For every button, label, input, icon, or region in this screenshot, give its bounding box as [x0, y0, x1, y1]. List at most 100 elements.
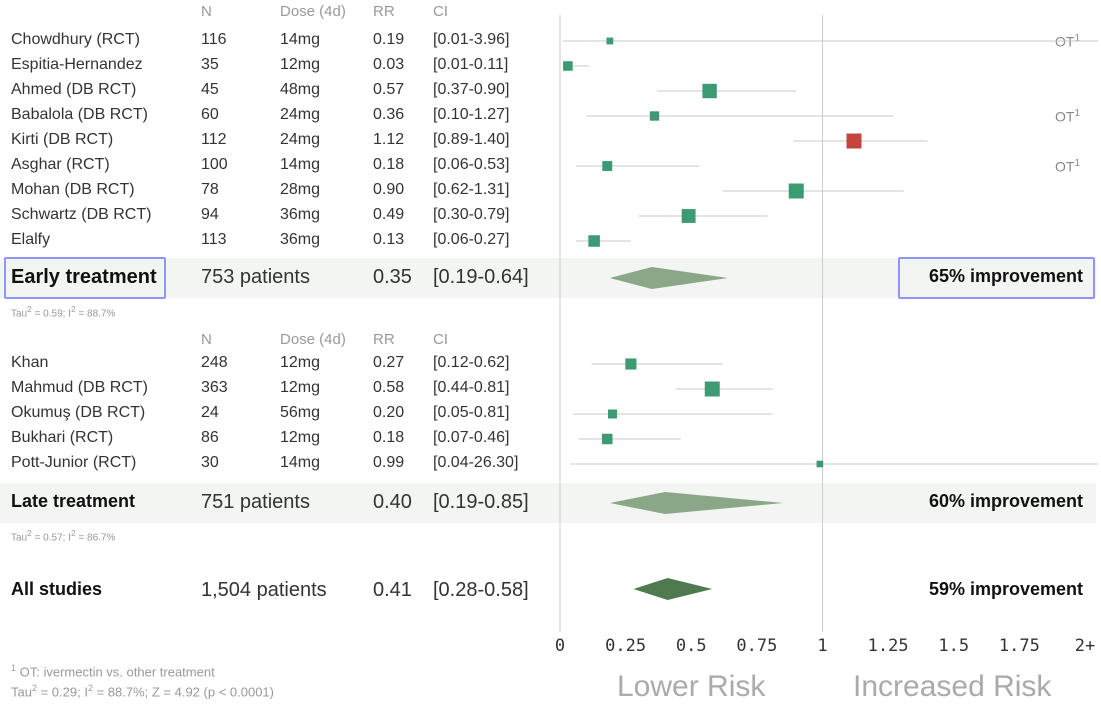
- early-study-rr: 0.90: [373, 181, 405, 198]
- late-study-n: 30: [201, 454, 219, 471]
- early-study-n: 45: [201, 81, 219, 98]
- x-tick-label: 1.75: [998, 636, 1040, 656]
- late-study-ci: [0.04-26.30]: [433, 454, 519, 471]
- early-improvement-highlight: [898, 257, 1095, 299]
- overall-label: All studies: [11, 579, 103, 599]
- late-study-n: 363: [201, 379, 228, 396]
- late-summary-patients: 751 patients: [201, 491, 310, 513]
- early-study-name: Mohan (DB RCT): [11, 181, 135, 198]
- early-study-rr: 0.57: [373, 81, 405, 98]
- early-summary-band: [0, 258, 1096, 298]
- late-study-name: Mahmud (DB RCT): [11, 379, 148, 396]
- early-summary-label: Early treatment: [11, 266, 157, 288]
- x-tick-label: 1: [817, 636, 828, 656]
- early-study-dose: 14mg: [280, 31, 321, 48]
- late-study-dose: 14mg: [280, 454, 321, 471]
- late-study-name: Khan: [11, 354, 49, 371]
- early-study-n: 94: [201, 206, 219, 223]
- early-study-rr: 0.18: [373, 156, 405, 173]
- effect-marker: [563, 61, 573, 71]
- early-study-rr: 0.36: [373, 106, 405, 123]
- effect-marker: [625, 358, 637, 370]
- early-study-rr: 1.12: [373, 131, 405, 148]
- early-study-ci: [0.01-0.11]: [433, 56, 509, 73]
- early-study-ci: [0.30-0.79]: [433, 206, 510, 223]
- header-dose-late: Dose (4d): [280, 331, 346, 348]
- ot-marker-text: OT: [1055, 33, 1075, 50]
- effect-marker: [846, 133, 862, 149]
- early-study-name: Espitia-Hernandez: [11, 56, 143, 73]
- late-study-dose: 12mg: [280, 379, 321, 396]
- lower-risk-label: Lower Risk: [617, 670, 766, 703]
- early-study-n: 100: [201, 156, 228, 173]
- early-study-ci: [0.62-1.31]: [433, 181, 510, 198]
- effect-marker: [704, 381, 720, 397]
- effect-marker: [588, 235, 600, 247]
- early-study-name: Schwartz (DB RCT): [11, 206, 152, 223]
- x-tick-label: 0: [554, 636, 566, 656]
- late-study-n: 24: [201, 404, 219, 421]
- overall-improvement: 59% improvement: [928, 579, 1083, 599]
- early-study-dose: 24mg: [280, 106, 321, 123]
- x-tick-label: 1.5: [938, 636, 970, 656]
- ot-marker-text: OT: [1055, 158, 1075, 175]
- early-study-dose: 24mg: [280, 131, 321, 148]
- early-study-n: 60: [201, 106, 219, 123]
- early-study-n: 116: [201, 31, 227, 48]
- effect-marker: [702, 83, 717, 99]
- effect-marker: [601, 433, 613, 445]
- ot-marker: OT1: [1055, 33, 1080, 50]
- overall-patients: 1,504 patients: [201, 579, 327, 601]
- early-summary-rr: 0.35: [373, 266, 412, 288]
- early-study-ci: [0.01-3.96]: [433, 31, 510, 48]
- early-study-name: Elalfy: [11, 231, 51, 248]
- ot-marker-sup: 1: [1074, 108, 1081, 119]
- late-improvement: 60% improvement: [928, 491, 1083, 511]
- early-study-rr: 0.03: [373, 56, 405, 73]
- overall-rr: 0.41: [373, 579, 412, 601]
- early-study-ci: [0.89-1.40]: [433, 131, 510, 148]
- late-study-name: Pott-Junior (RCT): [11, 454, 137, 471]
- late-heterogeneity: Tau2 = 0.57; I2 = 86.7%: [11, 528, 116, 544]
- early-study-name: Kirti (DB RCT): [11, 131, 114, 148]
- late-summary-label: Late treatment: [11, 491, 136, 511]
- early-summary-diamond: [609, 267, 728, 289]
- ot-marker-sup: 1: [1074, 33, 1081, 44]
- late-study-ci: [0.44-0.81]: [433, 379, 510, 396]
- late-study-rr: 0.20: [373, 404, 405, 421]
- early-improvement: 65% improvement: [928, 266, 1083, 286]
- late-summary-ci: [0.19-0.85]: [433, 491, 529, 513]
- header-n-late: N: [201, 331, 212, 348]
- early-study-n: 78: [201, 181, 219, 198]
- early-study-name: Chowdhury (RCT): [11, 31, 140, 48]
- overall-summary-diamond: [633, 578, 713, 600]
- late-study-ci: [0.12-0.62]: [433, 354, 510, 371]
- late-study-dose: 12mg: [280, 354, 321, 371]
- effect-marker: [816, 460, 824, 468]
- late-study-dose: 12mg: [280, 429, 321, 446]
- late-study-name: Bukhari (RCT): [11, 429, 114, 446]
- late-study-dose: 56mg: [280, 404, 321, 421]
- early-study-n: 112: [201, 131, 227, 148]
- early-study-dose: 48mg: [280, 81, 321, 98]
- x-tick-label: 0.25: [605, 636, 647, 656]
- x-tick-label: 0.75: [736, 636, 778, 656]
- late-summary-band: [0, 483, 1096, 523]
- header-rr: RR: [373, 3, 395, 20]
- late-study-ci: [0.05-0.81]: [433, 404, 510, 421]
- early-study-rr: 0.49: [373, 206, 405, 223]
- late-study-rr: 0.58: [373, 379, 405, 396]
- effect-marker: [649, 111, 660, 121]
- effect-marker: [681, 209, 696, 223]
- effect-marker: [607, 409, 618, 419]
- overall-ci: [0.28-0.58]: [433, 579, 529, 601]
- late-study-rr: 0.18: [373, 429, 405, 446]
- effect-marker: [602, 161, 613, 171]
- footnote-ot: 1 OT: ivermectin vs. other treatment: [11, 663, 215, 680]
- early-study-rr: 0.19: [373, 31, 405, 48]
- early-study-ci: [0.37-0.90]: [433, 81, 510, 98]
- header-n: N: [201, 3, 212, 20]
- late-study-rr: 0.99: [373, 454, 405, 471]
- early-summary-highlight: [4, 257, 166, 299]
